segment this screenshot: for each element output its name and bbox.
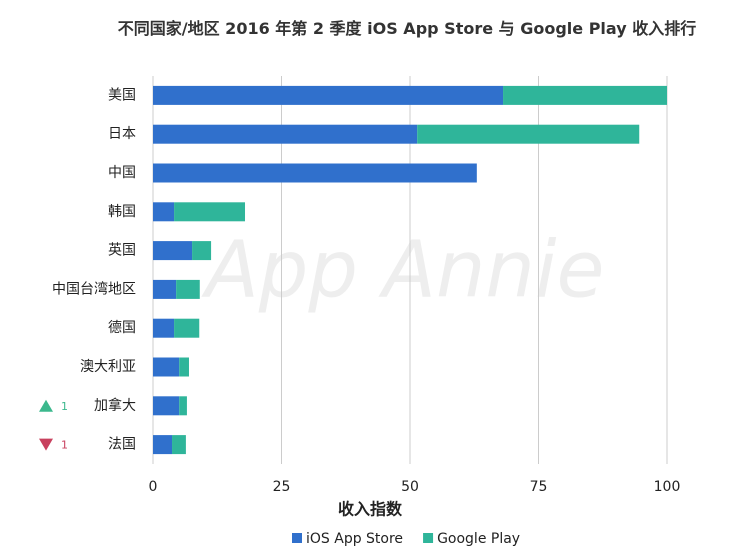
legend-label: iOS App Store <box>306 531 403 547</box>
bar-segment <box>174 202 246 222</box>
y-tick-label: 英国 <box>108 242 136 259</box>
y-tick-label: 加拿大 <box>94 397 136 414</box>
x-tick-label: 100 <box>654 479 681 495</box>
bar-segment <box>503 85 667 105</box>
legend-swatch <box>292 533 302 543</box>
bar-segment <box>153 396 180 416</box>
bar-segment <box>153 241 193 261</box>
chart-title: 不同国家/地区 2016 年第 2 季度 iOS App Store 与 Goo… <box>117 19 697 38</box>
x-tick-label: 0 <box>149 479 158 495</box>
bar-segment <box>153 85 504 105</box>
legend-label: Google Play <box>437 531 520 547</box>
rank-change-arrow <box>39 399 53 412</box>
y-tick-label: 德国 <box>108 320 136 336</box>
bar-segment <box>174 318 200 338</box>
x-tick-label: 75 <box>530 479 548 495</box>
y-tick-label: 中国台湾地区 <box>52 280 136 297</box>
bar-segment <box>192 241 212 261</box>
bar-segment <box>153 163 477 183</box>
x-tick-label: 25 <box>273 479 291 495</box>
bar-segment <box>172 435 186 455</box>
bar-segment <box>153 279 177 299</box>
y-tick-label: 法国 <box>108 437 136 453</box>
rank-change-label: 1 <box>61 439 68 452</box>
y-tick-label: 韩国 <box>108 204 136 220</box>
y-tick-label: 中国 <box>108 165 136 181</box>
bar-segment <box>179 357 189 377</box>
bar-segment <box>176 279 200 299</box>
legend-swatch <box>423 533 434 543</box>
bar-segment <box>153 318 175 338</box>
rank-change-arrow <box>39 438 53 451</box>
x-tick-label: 50 <box>401 479 419 495</box>
y-tick-label: 日本 <box>108 126 136 142</box>
bar-segment <box>153 357 180 377</box>
bar-segment <box>153 124 418 144</box>
bar-segment <box>417 124 640 144</box>
watermark: App Annie <box>200 225 604 315</box>
x-axis-label: 收入指数 <box>338 500 403 519</box>
bar-segment <box>153 202 175 222</box>
bar-segment <box>153 435 173 455</box>
y-tick-label: 澳大利亚 <box>80 359 136 375</box>
bar-segment <box>179 396 187 416</box>
y-tick-label: 美国 <box>108 87 136 103</box>
rank-change-label: 1 <box>61 400 68 413</box>
